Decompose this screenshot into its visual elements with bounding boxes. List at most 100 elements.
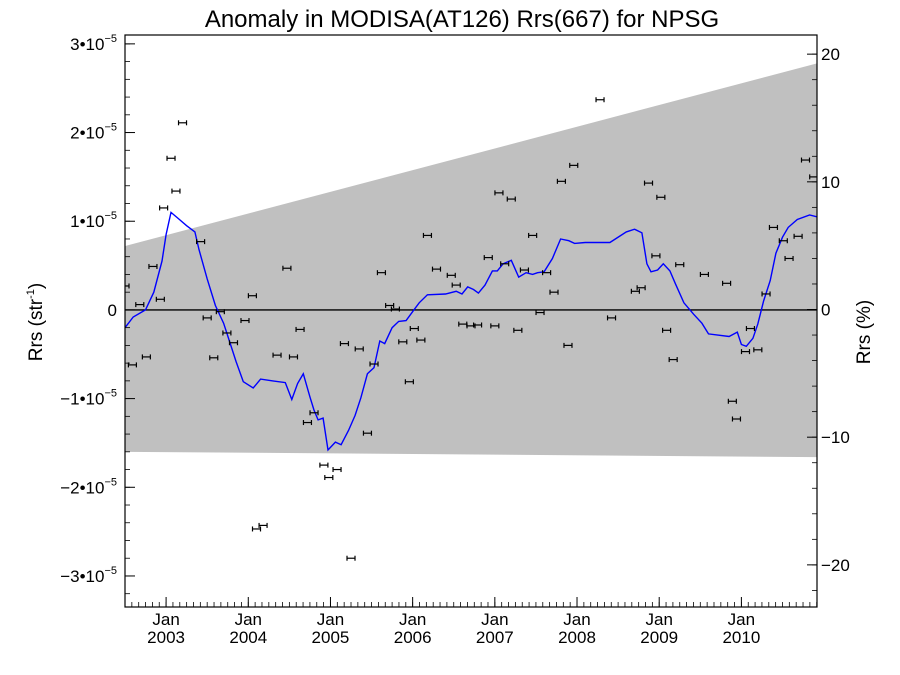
y-tick-label-left: −1•10−5 — [60, 388, 117, 409]
data-point — [228, 340, 239, 346]
data-point — [784, 255, 794, 261]
data-point — [490, 323, 500, 329]
data-point — [451, 282, 461, 288]
y-tick-label-left-exp: −5 — [104, 33, 117, 45]
data-point — [409, 326, 419, 332]
y-axis-label-left-sup: -1 — [25, 289, 37, 299]
data-point — [258, 522, 268, 528]
data-point — [398, 339, 408, 345]
y-tick-label-right: 20 — [821, 45, 840, 64]
data-point — [135, 302, 145, 308]
data-point — [390, 306, 400, 312]
y-tick-label-left-base: 2•10 — [70, 124, 104, 143]
y-tick-label-left-exp: −5 — [104, 122, 117, 134]
data-point — [606, 315, 617, 321]
x-tick-year-label: 2009 — [640, 628, 678, 647]
chart-title: Anomaly in MODISA(AT126) Rrs(667) for NP… — [205, 6, 719, 33]
data-point — [745, 326, 756, 332]
data-point — [247, 293, 257, 299]
data-point — [595, 97, 605, 103]
data-point — [513, 327, 523, 333]
y-tick-label-right: 0 — [821, 301, 830, 320]
data-point — [793, 233, 803, 239]
data-point — [309, 410, 319, 416]
x-tick-month-label: Jan — [645, 610, 672, 629]
data-point — [202, 315, 212, 321]
data-point — [251, 526, 262, 532]
data-point — [636, 285, 646, 291]
y-axis-label-right: Rrs (%) — [854, 300, 875, 364]
x-tick-month-label: Jan — [563, 610, 590, 629]
data-point — [549, 289, 559, 295]
data-point — [159, 205, 169, 211]
smoothed-anomaly-line — [125, 211, 817, 452]
data-point — [155, 296, 165, 302]
y-tick-label-left: 2•10−5 — [70, 122, 117, 143]
y-tick-label-left-base: −3•10 — [60, 567, 104, 586]
data-point — [651, 253, 661, 259]
data-point — [535, 310, 545, 316]
y-tick-label-left-base: 1•10 — [70, 212, 104, 231]
data-point — [171, 188, 181, 194]
data-point — [288, 354, 299, 360]
y-tick-label-left: 3•10−5 — [70, 33, 117, 54]
x-tick-year-label: 2006 — [394, 628, 432, 647]
data-point — [362, 430, 373, 436]
data-point — [215, 309, 225, 315]
data-point — [332, 467, 342, 473]
data-point — [753, 347, 763, 353]
uncertainty-band — [125, 63, 817, 458]
data-point — [346, 555, 356, 561]
data-point — [376, 270, 387, 276]
data-point — [319, 462, 329, 468]
y-tick-label-left-exp: −5 — [104, 476, 117, 488]
data-point — [556, 178, 567, 184]
x-tick-month-label: Jan — [317, 610, 344, 629]
data-point — [809, 174, 817, 180]
data-point — [166, 155, 176, 161]
data-point — [662, 327, 672, 333]
data-point — [369, 361, 379, 367]
data-point — [272, 352, 282, 358]
data-point — [630, 288, 640, 294]
data-point — [472, 322, 483, 328]
y-tick-label-left-exp: −5 — [104, 388, 117, 400]
x-tick-year-label: 2007 — [476, 628, 514, 647]
x-tick-year-label: 2003 — [147, 628, 185, 647]
y-tick-label-right: 10 — [821, 173, 840, 192]
x-tick-year-label: 2010 — [722, 628, 760, 647]
plot-area — [125, 63, 817, 561]
data-point — [196, 239, 206, 245]
x-tick-year-label: 2008 — [558, 628, 596, 647]
data-point — [778, 238, 788, 244]
data-point — [768, 224, 779, 230]
y-tick-label-left-base: 3•10 — [70, 35, 104, 54]
data-point — [209, 355, 219, 361]
axes: −3•10−5−2•10−5−1•10−501•10−52•10−53•10−5… — [60, 33, 850, 647]
plot-clipped-group — [125, 63, 817, 561]
data-point — [446, 272, 456, 278]
data-point — [668, 357, 678, 363]
y-tick-label-left: 1•10−5 — [70, 210, 117, 231]
data-point — [506, 196, 516, 202]
data-point — [240, 318, 250, 324]
x-tick-month-label: Jan — [399, 610, 426, 629]
data-point — [483, 255, 493, 261]
data-point — [699, 271, 710, 277]
data-point — [656, 194, 666, 200]
data-point — [569, 162, 579, 168]
data-point — [324, 475, 334, 481]
x-tick-month-label: Jan — [235, 610, 262, 629]
data-point — [422, 232, 433, 238]
data-point — [282, 265, 292, 271]
data-point — [177, 120, 188, 126]
y-tick-label-left-base: 0 — [108, 301, 117, 320]
y-axis-label-left-tail: ) — [26, 283, 47, 289]
data-point — [800, 157, 811, 163]
y-tick-label-left: 0 — [108, 301, 117, 320]
data-point — [675, 262, 685, 268]
data-point — [643, 180, 654, 186]
data-point — [141, 354, 151, 360]
data-point — [528, 232, 538, 238]
